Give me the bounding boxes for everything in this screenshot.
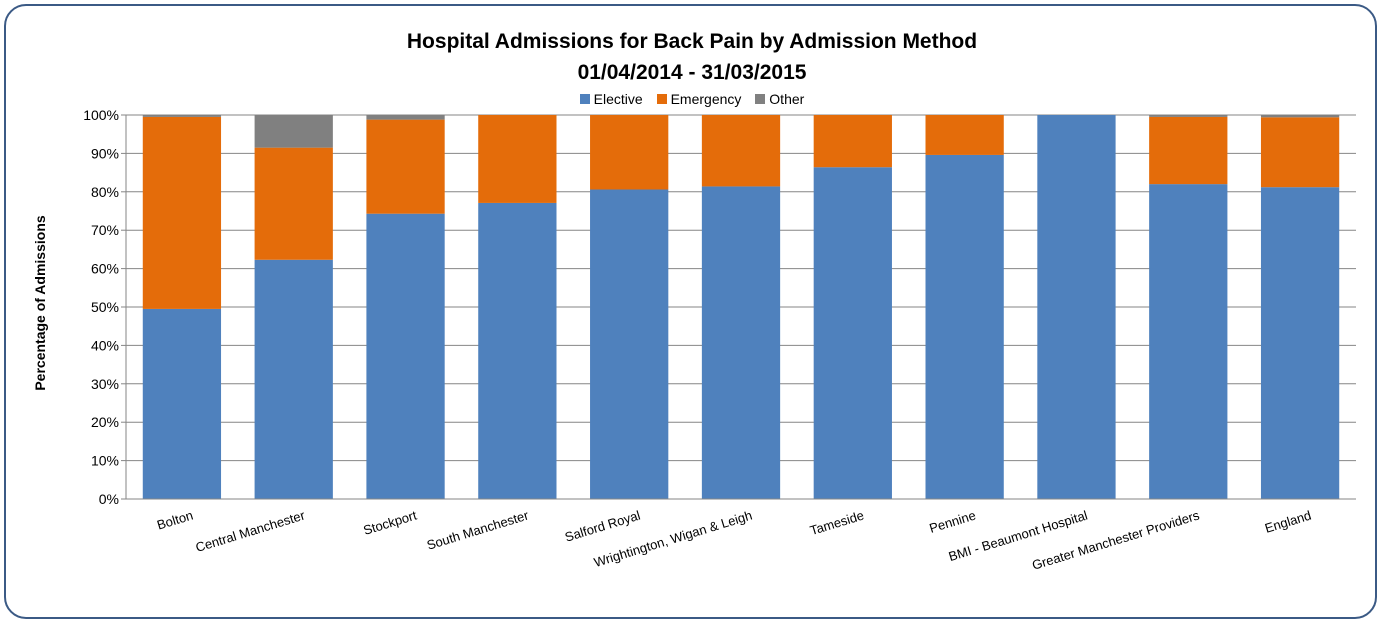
legend-swatch-other bbox=[755, 94, 766, 104]
chart-frame bbox=[4, 4, 1377, 619]
y-tick-label: 50% bbox=[91, 299, 119, 315]
y-tick-label: 70% bbox=[91, 222, 119, 238]
bar-emergency bbox=[254, 147, 333, 260]
y-tick-label: 30% bbox=[91, 376, 119, 392]
bar-emergency bbox=[142, 116, 222, 309]
x-tick-label: Central Manchester bbox=[194, 507, 308, 555]
legend-label-emergency: Emergency bbox=[670, 91, 742, 107]
bar-elective bbox=[366, 213, 445, 500]
legend-label-other: Other bbox=[769, 91, 805, 107]
bar-other bbox=[1149, 115, 1228, 117]
bar-elective bbox=[478, 202, 557, 499]
bar-emergency bbox=[813, 115, 892, 168]
bar-elective bbox=[701, 186, 781, 499]
y-tick-label: 0% bbox=[99, 491, 119, 507]
y-tick-label: 20% bbox=[91, 414, 119, 430]
legend-item-emergency: Emergency bbox=[656, 91, 742, 107]
bar-elective bbox=[1149, 184, 1228, 499]
bar-elective bbox=[1037, 115, 1116, 499]
y-tick-label: 100% bbox=[83, 107, 119, 123]
y-tick-label: 40% bbox=[91, 337, 119, 353]
bar-emergency bbox=[1260, 117, 1340, 188]
bar-elective bbox=[813, 167, 892, 499]
bar-emergency bbox=[478, 115, 557, 203]
bar-elective bbox=[1260, 187, 1340, 499]
bar-emergency bbox=[590, 115, 669, 190]
y-tick-label: 10% bbox=[91, 453, 119, 469]
bar-other bbox=[254, 115, 333, 148]
bar-elective bbox=[142, 308, 222, 499]
x-tick-label: South Manchester bbox=[425, 507, 531, 552]
y-tick-label: 90% bbox=[91, 145, 119, 161]
y-tick-label: 60% bbox=[91, 261, 119, 277]
x-tick-label: Bolton bbox=[155, 508, 195, 533]
bar-emergency bbox=[701, 115, 781, 187]
x-tick-label: Stockport bbox=[362, 507, 419, 538]
legend-swatch-elective bbox=[579, 94, 590, 104]
bar-elective bbox=[254, 259, 333, 499]
x-tick-label: Salford Royal bbox=[563, 507, 642, 544]
x-tick-label: Pennine bbox=[927, 508, 977, 536]
bar-emergency bbox=[1149, 116, 1228, 185]
legend-item-elective: Elective bbox=[579, 91, 643, 107]
bar-emergency bbox=[366, 119, 445, 214]
bar-elective bbox=[590, 189, 669, 499]
bar-other bbox=[1260, 115, 1340, 118]
bar-elective bbox=[925, 154, 1004, 499]
bar-other bbox=[366, 115, 445, 120]
chart-subtitle: 01/04/2014 - 31/03/2015 bbox=[577, 61, 807, 84]
legend-swatch-emergency bbox=[656, 94, 667, 104]
x-tick-label: England bbox=[1263, 508, 1313, 536]
chart-title: Hospital Admissions for Back Pain by Adm… bbox=[406, 30, 978, 53]
bar-emergency bbox=[925, 115, 1004, 155]
legend-item-other: Other bbox=[755, 91, 804, 107]
x-tick-label: Tameside bbox=[808, 508, 866, 539]
bar-other bbox=[142, 115, 222, 117]
legend-label-elective: Elective bbox=[593, 91, 643, 107]
y-tick-label: 80% bbox=[91, 184, 119, 200]
legend: Elective Emergency Other bbox=[0, 91, 1384, 107]
